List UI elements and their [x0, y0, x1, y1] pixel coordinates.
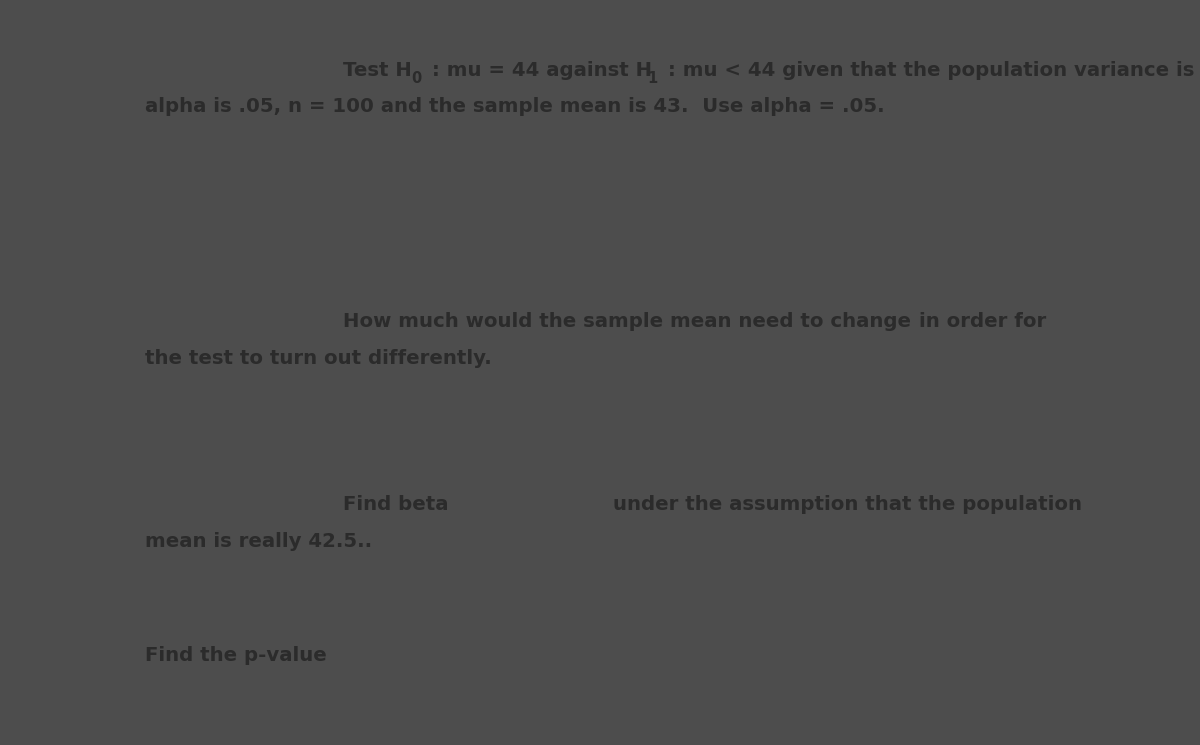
- Text: Find beta: Find beta: [343, 495, 449, 513]
- Text: How much would the sample mean need to change: How much would the sample mean need to c…: [343, 312, 911, 331]
- Text: Find the p-value: Find the p-value: [145, 646, 328, 665]
- Text: 0: 0: [412, 71, 421, 86]
- Text: mean is really 42.5..: mean is really 42.5..: [145, 532, 372, 551]
- Text: under the assumption that the population: under the assumption that the population: [613, 495, 1082, 513]
- Text: the test to turn out differently.: the test to turn out differently.: [145, 349, 492, 368]
- Text: Test H: Test H: [343, 60, 412, 80]
- Text: : mu = 44 against H: : mu = 44 against H: [425, 60, 652, 80]
- Text: 1: 1: [648, 71, 658, 86]
- Text: : mu < 44 given that the population variance is 1.5,: : mu < 44 given that the population vari…: [661, 60, 1200, 80]
- Text: in order for: in order for: [919, 312, 1046, 331]
- Text: alpha is .05, n = 100 and the sample mean is 43.  Use alpha = .05.: alpha is .05, n = 100 and the sample mea…: [145, 98, 886, 116]
